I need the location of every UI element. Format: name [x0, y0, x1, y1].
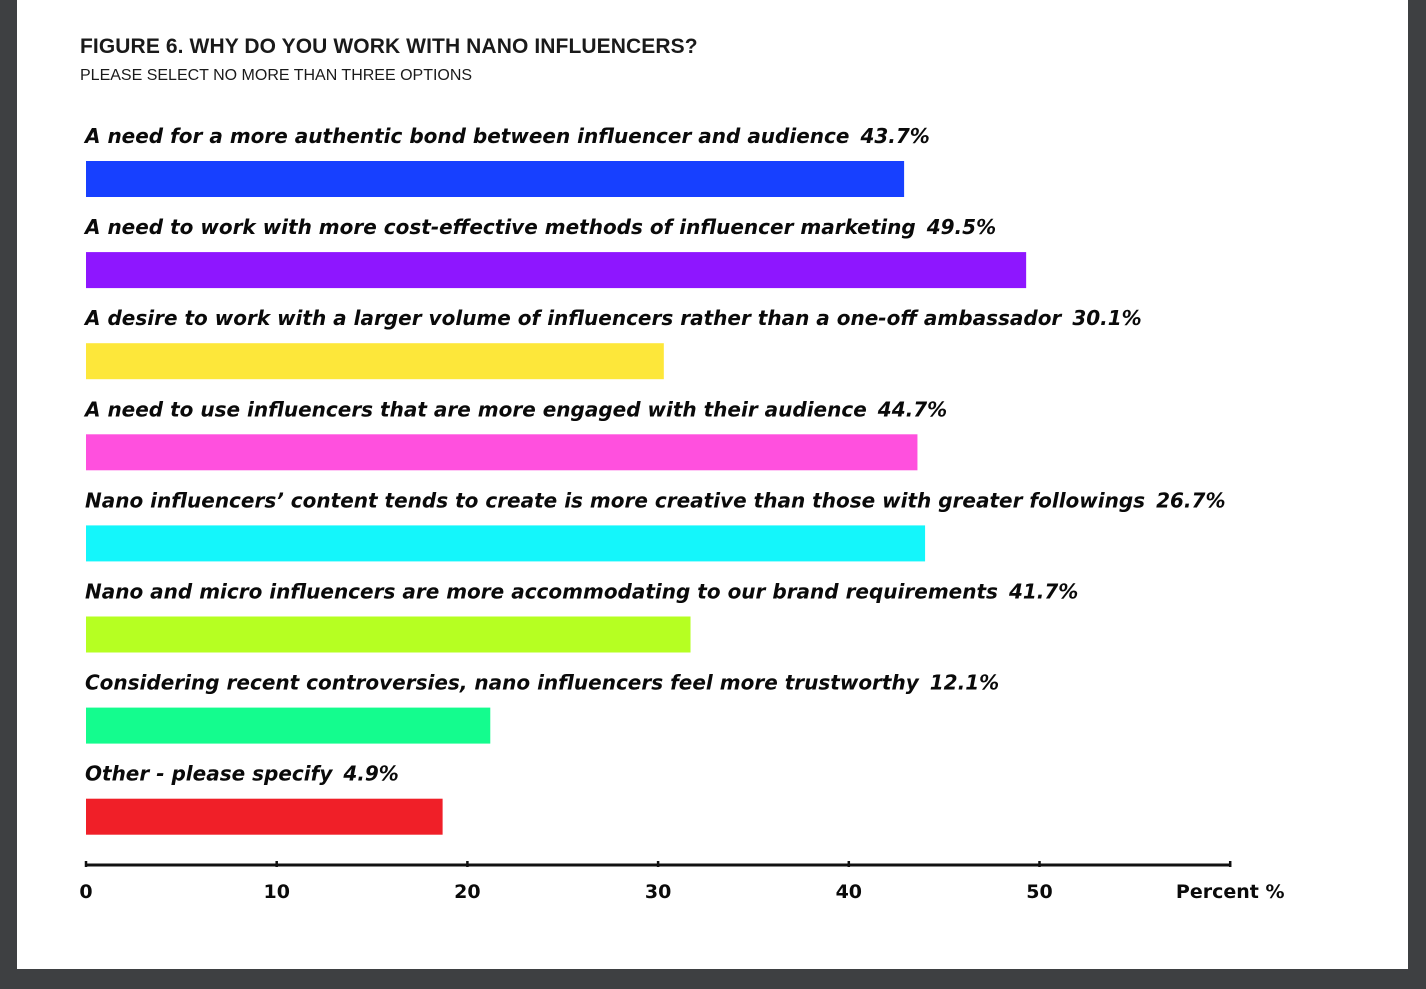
value-label: 49.5%	[926, 215, 996, 239]
value-label: 44.7%	[877, 397, 947, 421]
bar-chart: A need for a more authentic bond between…	[79, 124, 1284, 903]
value-label: 43.7%	[859, 124, 929, 148]
category-text: A need to use influencers that are more …	[83, 397, 867, 421]
category-text: Nano influencers’ content tends to creat…	[85, 488, 1145, 512]
category-label: Nano influencers’ content tends to creat…	[85, 488, 1225, 512]
x-tick-label: 0	[79, 881, 92, 903]
category-text: A desire to work with a larger volume of…	[83, 306, 1062, 330]
value-label: 12.1%	[930, 671, 999, 695]
category-label: Considering recent controversies, nano i…	[85, 671, 999, 695]
x-tick-label: 10	[263, 881, 289, 903]
bar	[86, 343, 664, 380]
x-tick-label: 40	[836, 881, 862, 903]
value-label: 41.7%	[1008, 580, 1078, 604]
bar	[86, 161, 905, 197]
x-axis: 0 10 20 30 40 50 Percent %	[79, 861, 1284, 903]
bars-layer: A need for a more authentic bond between…	[83, 124, 1225, 835]
bar	[86, 434, 918, 471]
category-text: Considering recent controversies, nano i…	[85, 671, 920, 695]
bar	[86, 616, 691, 653]
category-text: Other - please specify	[85, 762, 333, 786]
category-label: A need to use influencers that are more …	[83, 397, 947, 421]
bar	[86, 798, 443, 835]
chart-subtitle: PLEASE SELECT NO MORE THAN THREE OPTIONS	[80, 67, 473, 84]
value-label: 30.1%	[1072, 306, 1141, 330]
category-label: Other - please specify 4.9%	[85, 762, 399, 786]
category-label: A desire to work with a larger volume of…	[83, 306, 1142, 330]
category-label: A need to work with more cost-effective …	[83, 215, 996, 239]
x-tick-label: 50	[1026, 881, 1052, 903]
category-label: Nano and micro influencers are more acco…	[85, 580, 1078, 604]
chart-title: FIGURE 6. WHY DO YOU WORK WITH NANO INFL…	[80, 35, 698, 58]
bar	[86, 525, 926, 562]
x-tick-label: 20	[454, 881, 480, 903]
value-label: 4.9%	[342, 762, 398, 786]
bar	[86, 252, 1027, 289]
value-label: 26.7%	[1156, 488, 1225, 512]
x-axis-label: Percent %	[1176, 881, 1285, 903]
x-tick-label: 30	[645, 881, 671, 903]
category-text: A need for a more authentic bond between…	[83, 124, 849, 148]
category-text: A need to work with more cost-effective …	[83, 215, 916, 239]
bar	[86, 707, 491, 744]
category-label: A need for a more authentic bond between…	[83, 124, 930, 148]
chart-page: FIGURE 6. WHY DO YOU WORK WITH NANO INFL…	[17, 0, 1408, 969]
category-text: Nano and micro influencers are more acco…	[85, 580, 998, 604]
